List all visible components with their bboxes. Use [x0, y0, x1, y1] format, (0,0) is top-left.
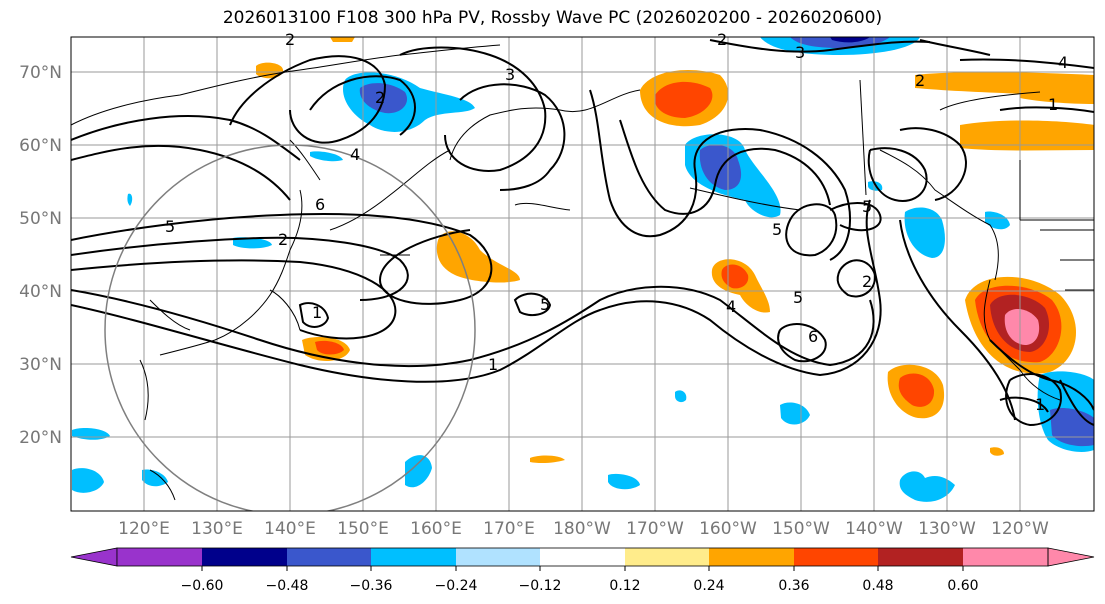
contour-label: 6	[808, 327, 818, 346]
lat-label: 30°N	[19, 355, 62, 375]
lat-label: 20°N	[19, 428, 62, 448]
colorbar-tick-label: −0.24	[435, 578, 478, 594]
contour-label: 5	[862, 197, 872, 216]
lon-label: 170°E	[483, 519, 535, 539]
latitude-labels: 70°N 60°N 50°N 40°N 30°N 20°N	[19, 63, 62, 448]
contour-label: 4	[1058, 53, 1068, 72]
contour-label: 4	[726, 297, 736, 316]
colorbar-ticks	[201, 566, 964, 571]
colorbar-tick-label: −0.12	[519, 578, 562, 594]
contour-label: 5	[772, 220, 782, 239]
anomaly-positive-far-east	[915, 71, 1094, 151]
lon-label: 130°W	[918, 519, 976, 539]
lon-label: 150°E	[337, 519, 389, 539]
colorbar-segment	[540, 548, 625, 566]
contour-label: 5	[793, 288, 803, 307]
colorbar-extend-low	[70, 547, 118, 567]
colorbar-segment	[878, 548, 963, 566]
lon-label: 120°E	[118, 519, 170, 539]
colorbar-extend-high	[1047, 547, 1095, 567]
colorbar-segment	[202, 548, 287, 566]
contour-label: 4	[350, 145, 360, 164]
colorbar-tick-label: 0.36	[778, 578, 809, 594]
colorbar-tick-label: 0.60	[947, 578, 978, 594]
contour-label: 1	[312, 303, 322, 322]
lon-label: 170°W	[626, 519, 684, 539]
lat-label: 60°N	[19, 136, 62, 156]
coastlines	[71, 44, 1094, 501]
lon-label: 140°E	[264, 519, 316, 539]
contour-label: 1	[1035, 395, 1045, 414]
contour-label: 2	[862, 272, 872, 291]
graticule	[71, 37, 1094, 511]
colorbar: −0.60 −0.48 −0.36 −0.24 −0.12 0.12 0.24 …	[70, 547, 1095, 594]
colorbar-tick-label: 0.24	[693, 578, 724, 594]
colorbar-segment	[287, 548, 371, 566]
colorbar-tick-label: −0.60	[181, 578, 224, 594]
contour-label: 3	[795, 43, 805, 62]
lat-label: 50°N	[19, 209, 62, 229]
chart-title: 2026013100 F108 300 hPa PV, Rossby Wave …	[222, 8, 883, 28]
region-circle	[104, 144, 476, 511]
longitude-labels: 120°E 130°E 140°E 150°E 160°E 170°E 180°…	[118, 519, 1049, 539]
lon-label: 150°W	[772, 519, 830, 539]
lon-label: 160°E	[410, 519, 462, 539]
pv-contours	[71, 39, 1094, 427]
contour-label: 5	[165, 217, 175, 236]
colorbar-segment	[625, 548, 709, 566]
contour-label: 1	[1048, 95, 1058, 114]
lon-label: 140°W	[845, 519, 903, 539]
anomaly-positive-alaska	[640, 70, 729, 127]
contour-labels: 2 3 4 5 6 2 5 1 1 5 4 5 6 5 2 1 3 4 1 2 …	[165, 30, 1068, 414]
lat-label: 40°N	[19, 282, 62, 302]
lon-label: 180°W	[553, 519, 611, 539]
colorbar-frame	[116, 547, 1049, 567]
contour-label: 1	[488, 355, 498, 374]
lat-label: 70°N	[19, 63, 62, 83]
contour-label: 2	[915, 71, 925, 90]
map-frame	[70, 36, 1095, 512]
contour-label: 2	[717, 30, 727, 49]
colorbar-tick-label: 0.12	[609, 578, 640, 594]
colorbar-segment	[963, 548, 1048, 566]
colorbar-tick-label: 0.48	[862, 578, 893, 594]
lon-label: 130°E	[191, 519, 243, 539]
colorbar-tick-label: −0.36	[350, 578, 393, 594]
colorbar-segment	[456, 548, 540, 566]
contour-label: 2	[375, 88, 385, 107]
colorbar-segment	[794, 548, 878, 566]
anomaly-shading	[72, 37, 1094, 502]
contour-label: 5	[540, 295, 550, 314]
contour-label: 2	[278, 230, 288, 249]
lon-label: 160°W	[699, 519, 757, 539]
contour-label: 2	[285, 30, 295, 49]
contour-label: 3	[505, 65, 515, 84]
colorbar-segment	[709, 548, 794, 566]
colorbar-segment	[371, 548, 456, 566]
contour-label: 6	[315, 195, 325, 214]
colorbar-tick-label: −0.48	[266, 578, 309, 594]
colorbar-segment	[117, 548, 202, 566]
lon-label: 120°W	[991, 519, 1049, 539]
anomaly-positive-central	[256, 37, 1004, 464]
